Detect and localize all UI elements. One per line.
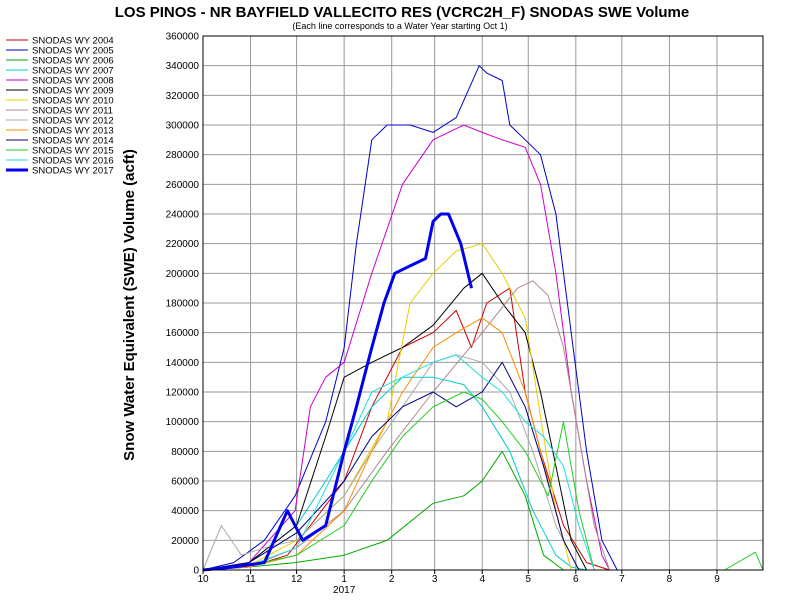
x-year-label: 2017	[333, 585, 356, 596]
chart-subtitle: (Each line corresponds to a Water Year s…	[292, 21, 507, 31]
y-tick-label: 180000	[166, 299, 200, 310]
y-axis-ticks: 0 20000 40000 60000 80000 100000 120000 140000 1…	[166, 32, 200, 577]
x-tick-label: 4	[479, 574, 485, 585]
legend-entry: SNODAS WY 2006	[32, 56, 114, 67]
y-tick-label: 20000	[171, 536, 199, 547]
legend-entry: SNODAS WY 2004	[32, 36, 114, 47]
y-tick-label: 240000	[166, 210, 200, 221]
y-tick-label: 160000	[166, 328, 200, 339]
legend-entry: SNODAS WY 2005	[32, 46, 114, 57]
legend-entry: SNODAS WY 2009	[32, 86, 114, 97]
y-tick-label: 140000	[166, 358, 200, 369]
x-tick-label: 11	[245, 574, 256, 585]
y-tick-label: 60000	[171, 477, 199, 488]
y-tick-label: 340000	[166, 61, 200, 72]
series-line-2014	[202, 361, 580, 571]
series-line-2013	[202, 317, 580, 571]
legend-entry: SNODAS WY 2007	[32, 66, 114, 77]
y-tick-label: 80000	[171, 447, 199, 458]
x-tick-label: 9	[714, 574, 720, 585]
legend-entry: SNODAS WY 2017	[32, 166, 114, 177]
legend-entry: SNODAS WY 2013	[32, 126, 114, 137]
y-tick-label: 300000	[166, 121, 200, 132]
series-line-2007	[202, 376, 587, 571]
plot-frame	[202, 35, 764, 571]
series-line-2016	[202, 354, 595, 571]
series-line-2009	[202, 272, 588, 571]
legend-entry: SNODAS WY 2016	[32, 156, 114, 167]
y-tick-label: 120000	[166, 388, 200, 399]
y-tick-label: 200000	[166, 269, 200, 280]
y-tick-label: 320000	[166, 91, 200, 102]
legend-entry: SNODAS WY 2011	[32, 106, 113, 117]
legend-entry: SNODAS WY 2008	[32, 76, 114, 87]
x-tick-label: 5	[525, 574, 531, 585]
series-line-2017	[202, 212, 473, 572]
y-tick-label: 40000	[171, 506, 199, 517]
x-tick-label: 12	[291, 574, 303, 585]
grid-lines	[203, 35, 763, 571]
y-tick-label: 260000	[166, 180, 200, 191]
legend-entry: SNODAS WY 2012	[32, 116, 114, 127]
y-tick-label: 220000	[166, 239, 200, 250]
x-tick-label: 8	[667, 574, 673, 585]
x-tick-label: 2	[389, 574, 395, 585]
chart-title: LOS PINOS - NR BAYFIELD VALLECITO RES (V…	[115, 4, 690, 21]
y-tick-label: 280000	[166, 150, 200, 161]
x-tick-label: 3	[432, 574, 438, 585]
x-tick-label: 7	[619, 574, 625, 585]
y-tick-label: 360000	[166, 32, 200, 43]
x-tick-label: 10	[197, 574, 209, 585]
legend-entry: SNODAS WY 2015	[32, 146, 114, 157]
series-line-2011	[202, 280, 611, 571]
series-lines	[202, 65, 764, 572]
y-axis-label: Snow Water Equivalent (SWE) Volume (acft…	[121, 149, 138, 461]
series-line-2006	[202, 450, 587, 571]
y-tick-label: 100000	[166, 417, 200, 428]
x-tick-label: 6	[573, 574, 579, 585]
y-tick-label: 0	[193, 566, 199, 577]
legend-entry: SNODAS WY 2014	[32, 136, 114, 147]
legend-entry: SNODAS WY 2010	[32, 96, 114, 107]
series-line-2005	[202, 65, 618, 571]
x-tick-label: 1	[341, 574, 347, 585]
